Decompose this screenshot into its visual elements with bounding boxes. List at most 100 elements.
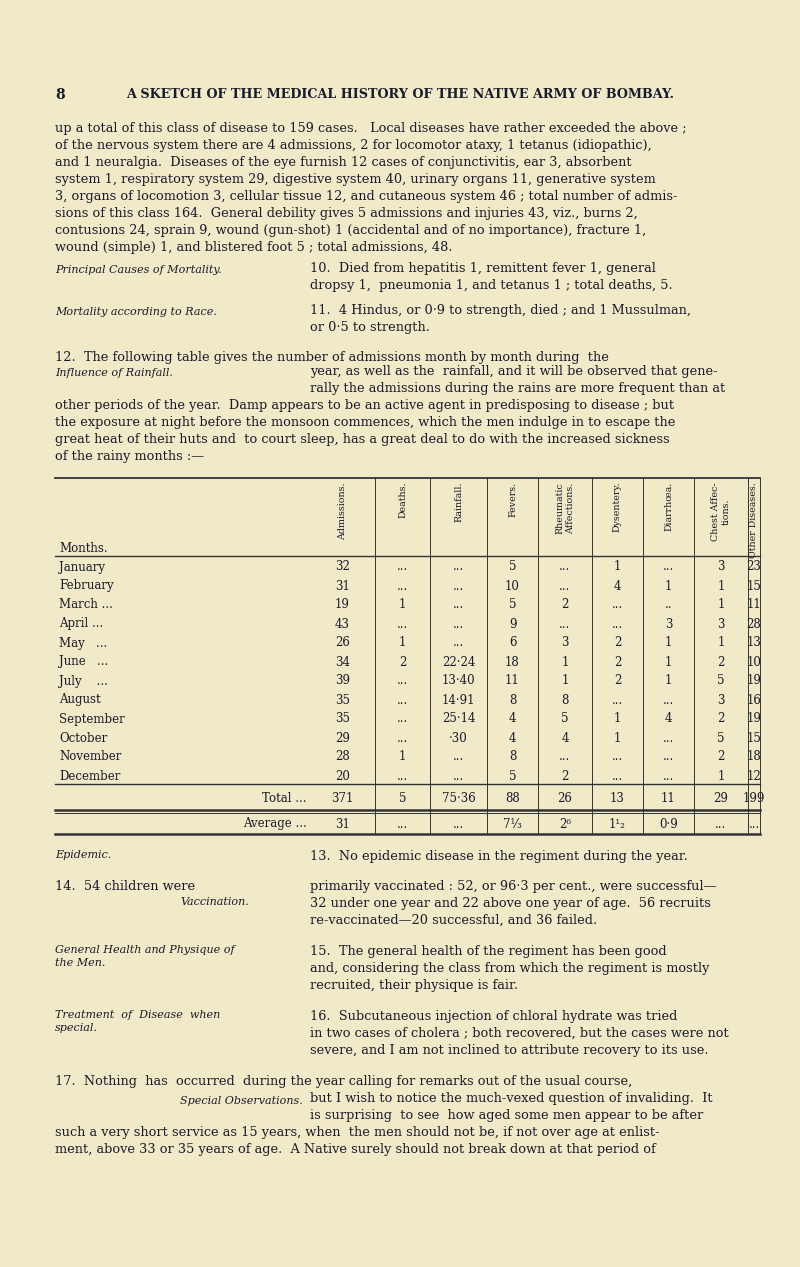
- Text: ...: ...: [453, 560, 464, 574]
- Text: severe, and I am not inclined to attribute recovery to its use.: severe, and I am not inclined to attribu…: [310, 1044, 709, 1057]
- Text: 75·36: 75·36: [442, 792, 475, 806]
- Text: ...: ...: [612, 693, 623, 707]
- Text: 4: 4: [665, 712, 672, 726]
- Text: ...: ...: [663, 750, 674, 764]
- Text: 1: 1: [718, 769, 725, 783]
- Text: 15: 15: [746, 731, 762, 745]
- Text: 7⅟₃: 7⅟₃: [503, 817, 522, 830]
- Text: 3: 3: [665, 617, 672, 631]
- Text: Rheumatic
Affections.: Rheumatic Affections.: [555, 481, 574, 533]
- Text: 31: 31: [335, 579, 350, 593]
- Text: Months.: Months.: [59, 542, 108, 555]
- Text: April ...: April ...: [59, 617, 103, 631]
- Text: 15: 15: [746, 579, 762, 593]
- Text: 11: 11: [661, 792, 676, 806]
- Text: year, as well as the  rainfall, and it will be observed that gene-: year, as well as the rainfall, and it wi…: [310, 365, 718, 378]
- Text: ment, above 33 or 35 years of age.  A Native surely should not break down at tha: ment, above 33 or 35 years of age. A Nat…: [55, 1143, 656, 1156]
- Text: and, considering the class from which the regiment is mostly: and, considering the class from which th…: [310, 962, 710, 976]
- Text: other periods of the year.  Damp appears to be an active agent in predisposing t: other periods of the year. Damp appears …: [55, 399, 674, 412]
- Text: ...: ...: [663, 560, 674, 574]
- Text: 2⁶: 2⁶: [559, 817, 571, 830]
- Text: 1: 1: [562, 655, 569, 669]
- Text: 1: 1: [718, 636, 725, 650]
- Text: 1: 1: [614, 712, 621, 726]
- Text: Epidemic.: Epidemic.: [55, 850, 111, 860]
- Text: 34: 34: [335, 655, 350, 669]
- Text: ...: ...: [397, 817, 408, 830]
- Text: ...: ...: [748, 817, 760, 830]
- Text: Influence of Rainfall.: Influence of Rainfall.: [55, 367, 173, 378]
- Text: 20: 20: [335, 769, 350, 783]
- Text: 1: 1: [399, 750, 406, 764]
- Text: January: January: [59, 560, 105, 574]
- Text: June   ...: June ...: [59, 655, 108, 669]
- Text: rally the admissions during the rains are more frequent than at: rally the admissions during the rains ar…: [310, 381, 726, 395]
- Text: the exposure at night before the monsoon commences, which the men indulge in to : the exposure at night before the monsoon…: [55, 416, 675, 430]
- Text: of the rainy months :—: of the rainy months :—: [55, 450, 204, 462]
- Text: Deaths.: Deaths.: [398, 481, 407, 518]
- Text: dropsy 1,  pneumonia 1, and tetanus 1 ; total deaths, 5.: dropsy 1, pneumonia 1, and tetanus 1 ; t…: [310, 279, 673, 291]
- Text: 13.  No epidemic disease in the regiment during the year.: 13. No epidemic disease in the regiment …: [310, 850, 688, 863]
- Text: 1: 1: [718, 579, 725, 593]
- Text: ...: ...: [453, 598, 464, 612]
- Text: 9: 9: [509, 617, 516, 631]
- Text: contusions 24, sprain 9, wound (gun-shot) 1 (accidental and of no importance), f: contusions 24, sprain 9, wound (gun-shot…: [55, 224, 646, 237]
- Text: 32: 32: [335, 560, 350, 574]
- Text: 14·91: 14·91: [442, 693, 475, 707]
- Text: Average ...: Average ...: [243, 817, 307, 830]
- Text: 4: 4: [614, 579, 622, 593]
- Text: October: October: [59, 731, 107, 745]
- Text: recruited, their physique is fair.: recruited, their physique is fair.: [310, 979, 518, 992]
- Text: but I wish to notice the much-vexed question of invaliding.  It: but I wish to notice the much-vexed ques…: [310, 1092, 713, 1105]
- Text: ...: ...: [612, 598, 623, 612]
- Text: Treatment  of  Disease  when: Treatment of Disease when: [55, 1010, 220, 1020]
- Text: 11: 11: [746, 598, 762, 612]
- Text: Dysentery.: Dysentery.: [613, 481, 622, 532]
- Text: ...: ...: [453, 617, 464, 631]
- Text: Admissions.: Admissions.: [338, 481, 347, 540]
- Text: ...: ...: [612, 617, 623, 631]
- Text: ...: ...: [453, 769, 464, 783]
- Text: ...: ...: [559, 617, 570, 631]
- Text: Chest Affec-
tions.: Chest Affec- tions.: [711, 481, 730, 541]
- Text: is surprising  to see  how aged some men appear to be after: is surprising to see how aged some men a…: [310, 1109, 703, 1123]
- Text: 31: 31: [335, 817, 350, 830]
- Text: such a very short service as 15 years, when  the men should not be, if not over : such a very short service as 15 years, w…: [55, 1126, 660, 1139]
- Text: 17.  Nothing  has  occurred  during the year calling for remarks out of the usua: 17. Nothing has occurred during the year…: [55, 1074, 632, 1088]
- Text: 1: 1: [665, 579, 672, 593]
- Text: ·30: ·30: [449, 731, 468, 745]
- Text: ...: ...: [453, 579, 464, 593]
- Text: ...: ...: [397, 579, 408, 593]
- Text: 13: 13: [610, 792, 625, 806]
- Text: 39: 39: [335, 674, 350, 688]
- Text: 23: 23: [746, 560, 762, 574]
- Text: 12: 12: [746, 769, 762, 783]
- Text: 2: 2: [562, 598, 569, 612]
- Text: ...: ...: [663, 769, 674, 783]
- Text: ...: ...: [397, 560, 408, 574]
- Text: 1: 1: [399, 636, 406, 650]
- Text: 4: 4: [509, 712, 516, 726]
- Text: July    ...: July ...: [59, 674, 108, 688]
- Text: 5: 5: [509, 560, 516, 574]
- Text: 2: 2: [718, 712, 725, 726]
- Text: 1: 1: [665, 674, 672, 688]
- Text: Diarrhœa.: Diarrhœa.: [664, 481, 673, 531]
- Text: ...: ...: [559, 750, 570, 764]
- Text: 1: 1: [562, 674, 569, 688]
- Text: 18: 18: [505, 655, 520, 669]
- Text: 6: 6: [509, 636, 516, 650]
- Text: ...: ...: [612, 769, 623, 783]
- Text: ...: ...: [559, 560, 570, 574]
- Text: 14.  54 children were: 14. 54 children were: [55, 881, 195, 893]
- Text: sions of this class 164.  General debility gives 5 admissions and injuries 43, v: sions of this class 164. General debilit…: [55, 207, 638, 220]
- Text: 199: 199: [743, 792, 765, 806]
- Text: 29: 29: [335, 731, 350, 745]
- Text: 5: 5: [398, 792, 406, 806]
- Text: November: November: [59, 750, 122, 764]
- Text: Special Observations.: Special Observations.: [180, 1096, 302, 1106]
- Text: 2: 2: [614, 655, 621, 669]
- Text: 15.  The general health of the regiment has been good: 15. The general health of the regiment h…: [310, 945, 666, 958]
- Text: 11: 11: [505, 674, 520, 688]
- Text: 2: 2: [718, 655, 725, 669]
